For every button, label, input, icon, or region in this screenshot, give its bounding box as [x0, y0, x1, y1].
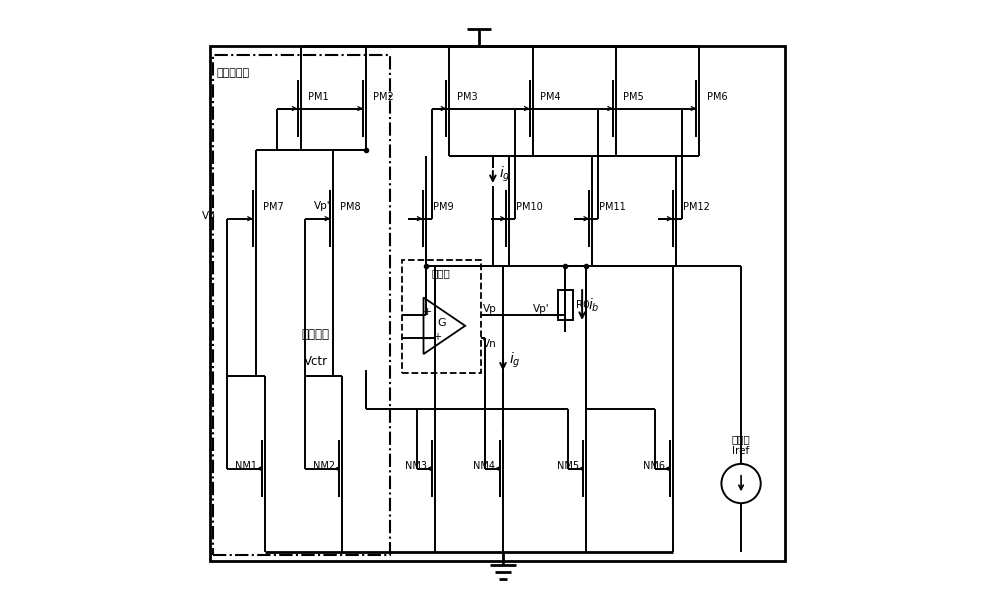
- Text: NM1: NM1: [235, 460, 257, 471]
- Text: $i_b$: $i_b$: [588, 296, 600, 314]
- Text: 电流源: 电流源: [732, 434, 750, 444]
- Text: PM8: PM8: [340, 202, 361, 212]
- Text: Vp: Vp: [202, 210, 216, 221]
- Text: −: −: [422, 334, 432, 346]
- Text: +: +: [422, 307, 432, 317]
- Text: Vp': Vp': [533, 304, 549, 314]
- Text: G: G: [437, 318, 446, 328]
- Text: $i_g$: $i_g$: [499, 164, 510, 184]
- Text: R0: R0: [576, 300, 590, 310]
- Text: Vn: Vn: [483, 339, 496, 349]
- Text: PM11: PM11: [599, 202, 626, 212]
- Text: PM5: PM5: [623, 91, 644, 102]
- Text: PM2: PM2: [373, 91, 394, 102]
- Text: PM3: PM3: [457, 91, 477, 102]
- Text: NM3: NM3: [405, 460, 427, 471]
- Text: NM2: NM2: [313, 460, 335, 471]
- Text: $i_g$: $i_g$: [509, 350, 521, 370]
- Text: NM6: NM6: [643, 460, 665, 471]
- FancyBboxPatch shape: [558, 290, 573, 320]
- Text: PM7: PM7: [263, 202, 284, 212]
- Text: Vp': Vp': [314, 200, 331, 210]
- Text: 误差放大器: 误差放大器: [216, 68, 249, 78]
- Text: NM4: NM4: [473, 460, 495, 471]
- Text: +: +: [433, 332, 441, 342]
- Text: 主跨导: 主跨导: [432, 269, 451, 279]
- Text: Vp: Vp: [483, 304, 496, 314]
- Text: Vctr: Vctr: [303, 355, 328, 368]
- Text: PM1: PM1: [308, 91, 328, 102]
- Text: PM6: PM6: [707, 91, 727, 102]
- Text: Iref: Iref: [732, 446, 750, 456]
- Text: PM10: PM10: [516, 202, 543, 212]
- Text: 偏置电压: 偏置电压: [301, 328, 329, 341]
- FancyBboxPatch shape: [402, 260, 481, 373]
- Text: PM12: PM12: [683, 202, 710, 212]
- Text: PM4: PM4: [540, 91, 561, 102]
- Text: NM5: NM5: [557, 460, 579, 471]
- Text: PM9: PM9: [433, 202, 453, 212]
